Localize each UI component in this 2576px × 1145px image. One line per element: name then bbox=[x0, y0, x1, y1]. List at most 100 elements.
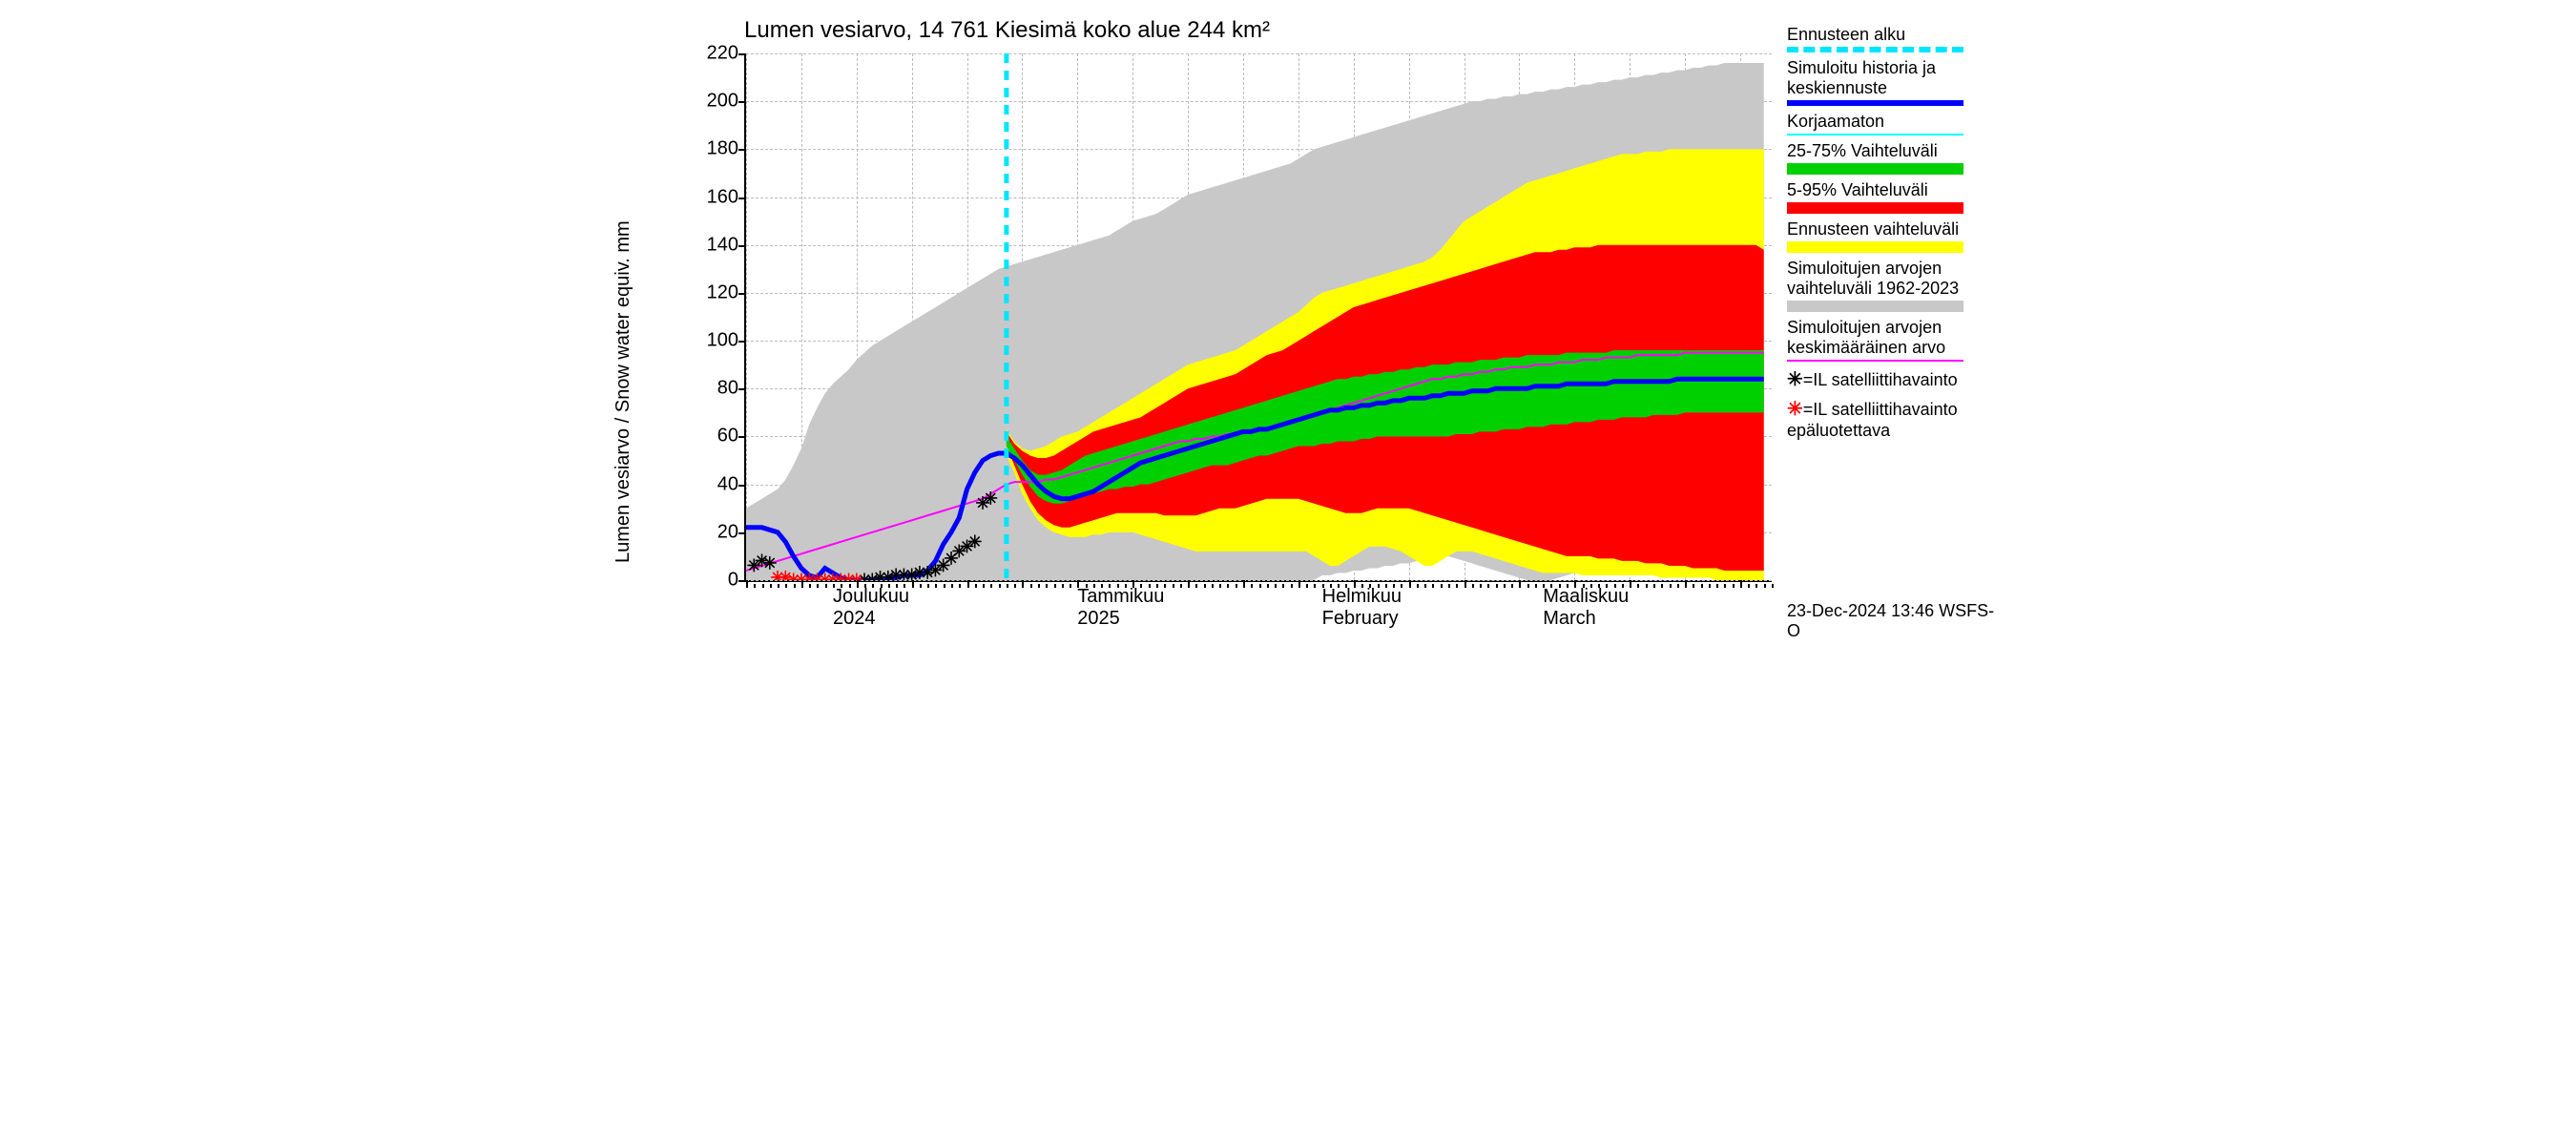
xtick-mark bbox=[1709, 584, 1711, 588]
xtick-mark bbox=[1409, 580, 1411, 588]
xtick-mark bbox=[1496, 584, 1498, 588]
xtick-mark bbox=[1054, 584, 1056, 588]
xtick-mark bbox=[762, 584, 764, 588]
legend-label: Korjaamaton bbox=[1787, 112, 1978, 132]
xtick-mark bbox=[1267, 584, 1269, 588]
xtick-mark bbox=[809, 584, 811, 588]
xtick-mark bbox=[1487, 584, 1489, 588]
ytick-label: 80 bbox=[662, 378, 746, 400]
legend-marker-icon: ✳ bbox=[1787, 369, 1803, 390]
legend-entry-hist_mean: Simuloitujen arvojen keskimääräinen arvo bbox=[1787, 318, 1978, 362]
xtick-mark bbox=[1046, 584, 1048, 588]
xtick-mark bbox=[1236, 584, 1237, 588]
xtick-mark bbox=[1007, 584, 1008, 588]
xtick-mark bbox=[1772, 584, 1774, 588]
legend-entry-sat_obs: ✳=IL satelliittihavainto bbox=[1787, 367, 1978, 391]
marker-sat-obs: ✳ bbox=[967, 532, 982, 552]
xtick-mark bbox=[1014, 584, 1016, 588]
xtick-mark bbox=[1670, 584, 1672, 588]
plot-area: 020406080100120140160180200220Joulukuu20… bbox=[744, 53, 1772, 582]
xtick-mark bbox=[1298, 580, 1300, 588]
legend-label: Ennusteen vaihteluväli bbox=[1787, 219, 1978, 239]
ytick-label: 220 bbox=[662, 43, 746, 65]
xtick-mark bbox=[754, 584, 756, 588]
xtick-mark bbox=[794, 584, 796, 588]
legend-swatch bbox=[1787, 301, 1963, 312]
xtick-mark bbox=[1764, 584, 1766, 588]
legend-entry-forecast_start: Ennusteen alku bbox=[1787, 25, 1978, 52]
chart-title: Lumen vesiarvo, 14 761 Kiesimä koko alue… bbox=[744, 17, 1270, 44]
legend-label: =IL satelliittihavainto bbox=[1803, 370, 1958, 389]
xtick-mark bbox=[1630, 580, 1631, 588]
legend-label: Simuloitujen arvojen vaihteluväli 1962-2… bbox=[1787, 259, 1978, 299]
legend-swatch bbox=[1787, 163, 1963, 175]
xtick-mark bbox=[1424, 584, 1426, 588]
legend-entry-sim_history: Simuloitu historia ja keskiennuste bbox=[1787, 58, 1978, 106]
legend-entry-uncorrected: Korjaamaton bbox=[1787, 112, 1978, 135]
xtick-mark bbox=[1456, 584, 1458, 588]
ytick-label: 100 bbox=[662, 330, 746, 352]
marker-sat-obs-unreliable: ✳ bbox=[849, 571, 863, 580]
legend-label: Simuloitujen arvojen keskimääräinen arvo bbox=[1787, 318, 1978, 358]
xtick-mark bbox=[1504, 584, 1506, 588]
xtick-mark bbox=[951, 584, 953, 588]
xtick-mark bbox=[1306, 584, 1308, 588]
legend-marker-icon: ✳ bbox=[1787, 399, 1803, 420]
xtick-mark bbox=[1259, 584, 1261, 588]
xtick-mark bbox=[1441, 584, 1443, 588]
xtick-mark bbox=[983, 584, 985, 588]
xtick-mark bbox=[1282, 584, 1284, 588]
xtick-mark bbox=[1022, 580, 1024, 588]
legend-entry-range_5_95: 5-95% Vaihteluväli bbox=[1787, 180, 1978, 214]
ytick-label: 140 bbox=[662, 234, 746, 256]
xtick-label: Joulukuu2024 bbox=[833, 580, 909, 630]
xtick-mark bbox=[1685, 580, 1687, 588]
ytick-label: 180 bbox=[662, 138, 746, 160]
xtick-mark bbox=[825, 584, 827, 588]
legend-swatch bbox=[1787, 360, 1963, 362]
xtick-label: MaaliskuuMarch bbox=[1543, 580, 1629, 630]
xtick-mark bbox=[1448, 584, 1450, 588]
xtick-mark bbox=[959, 584, 961, 588]
legend-label: 5-95% Vaihteluväli bbox=[1787, 180, 1978, 200]
legend-swatch bbox=[1787, 202, 1963, 214]
xtick-mark bbox=[1755, 584, 1757, 588]
legend-swatch bbox=[1787, 100, 1963, 106]
ytick-label: 60 bbox=[662, 426, 746, 448]
xtick-mark bbox=[920, 584, 922, 588]
legend-swatch bbox=[1787, 47, 1963, 52]
xtick-mark bbox=[1180, 584, 1182, 588]
chart-svg: ✳✳✳✳✳✳✳✳✳✳✳✳✳✳✳✳✳✳✳✳✳✳✳✳✳✳✳✳✳✳✳ bbox=[746, 53, 1772, 580]
xtick-mark bbox=[935, 584, 937, 588]
xtick-mark bbox=[1291, 584, 1293, 588]
xtick-mark bbox=[785, 584, 787, 588]
xtick-mark bbox=[801, 580, 803, 588]
xtick-mark bbox=[1173, 584, 1174, 588]
xtick-mark bbox=[1661, 584, 1663, 588]
xtick-mark bbox=[746, 580, 748, 588]
xtick-mark bbox=[1637, 584, 1639, 588]
xtick-mark bbox=[1653, 584, 1655, 588]
xtick-mark bbox=[999, 584, 1001, 588]
xtick-mark bbox=[1724, 584, 1726, 588]
xtick-mark bbox=[1243, 580, 1245, 588]
legend-swatch bbox=[1787, 241, 1963, 253]
xtick-mark bbox=[1212, 584, 1214, 588]
xtick-mark bbox=[990, 584, 992, 588]
xtick-label: HelmikuuFebruary bbox=[1322, 580, 1402, 630]
xtick-mark bbox=[1275, 584, 1277, 588]
ytick-label: 160 bbox=[662, 186, 746, 208]
xtick-mark bbox=[1480, 584, 1482, 588]
xtick-mark bbox=[1535, 584, 1537, 588]
legend-label: Simuloitu historia ja keskiennuste bbox=[1787, 58, 1978, 98]
legend-label: Ennusteen alku bbox=[1787, 25, 1978, 45]
xtick-mark bbox=[1314, 584, 1316, 588]
xtick-mark bbox=[1519, 580, 1521, 588]
legend-entry-hist_range_1962_2023: Simuloitujen arvojen vaihteluväli 1962-2… bbox=[1787, 259, 1978, 312]
xtick-mark bbox=[1646, 584, 1648, 588]
xtick-mark bbox=[1227, 584, 1229, 588]
xtick-mark bbox=[1417, 584, 1419, 588]
legend-label: 25-75% Vaihteluväli bbox=[1787, 141, 1978, 161]
xtick-mark bbox=[817, 584, 819, 588]
ytick-label: 120 bbox=[662, 281, 746, 303]
